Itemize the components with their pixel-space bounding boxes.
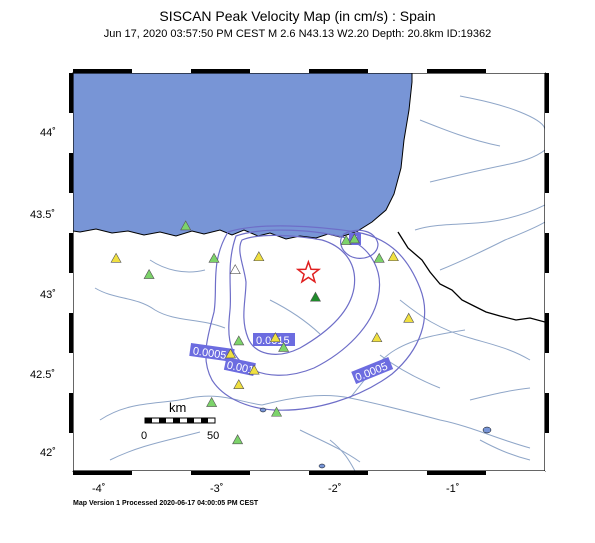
lake [318,463,326,469]
station-layer [110,220,415,445]
frame-tick [545,113,549,153]
lon-tick-label: -2˚ [328,483,341,495]
frame-tick [250,69,309,73]
station-marker [110,252,122,263]
frame-tick [73,471,132,475]
frame-tick [545,433,549,471]
frame-tick [486,69,545,73]
epicenter-star-icon [295,259,322,284]
station-marker [206,396,218,407]
frame-ticks [69,69,549,475]
velocity-contours [205,225,426,411]
station-marker [271,406,283,417]
station-marker [180,220,192,231]
station-marker [208,252,220,263]
scale-end-label: 50 [207,430,219,442]
lon-tick-label: -1˚ [446,483,459,495]
station-marker [143,268,155,279]
frame-tick [69,153,73,193]
lon-tick-label: -3˚ [210,483,223,495]
lat-tick-label: 43˚ [40,289,56,301]
frame-tick [545,73,549,113]
map-title: SISCAN Peak Velocity Map (in cm/s) : Spa… [159,8,436,24]
lon-tick-label: -4˚ [92,483,105,495]
lat-tick-label: 44˚ [40,127,56,139]
frame-tick [69,113,73,153]
frame-tick [69,393,73,433]
frame-tick [368,471,427,475]
frame-tick [545,393,549,433]
frame-tick [73,69,132,73]
peak-velocity-map: 0.0015 0.0005 0.001 0.0005 5 -4˚ -3˚ -2˚… [30,69,549,495]
frame-tick [545,273,549,313]
lake [482,426,492,434]
lat-tick-label: 43.5˚ [30,209,55,221]
frame-tick [427,471,486,475]
frame-tick [132,69,191,73]
station-marker [403,312,415,323]
frame-tick [545,233,549,273]
frame-tick [69,353,73,393]
frame-tick [191,471,250,475]
scale-start-label: 0 [141,430,147,442]
lat-tick-label: 42˚ [40,447,56,459]
frame-tick [309,69,368,73]
frame-tick [545,313,549,353]
frame-tick [545,153,549,193]
processing-info: Map Version 1 Processed 2020-06-17 04:00… [73,500,259,507]
contour-label: 0.001 [226,359,255,376]
station-marker [309,291,321,302]
station-marker [233,335,245,346]
frame-tick [191,69,250,73]
event-info: Jun 17, 2020 03:57:50 PM CEST M 2.6 N43.… [103,28,492,40]
station-marker [233,379,245,390]
station-marker [253,251,265,262]
frame-tick [132,471,191,475]
frame-tick [69,193,73,233]
frame-tick [250,471,309,475]
frame-tick [309,471,368,475]
border-line [397,231,545,323]
frame-tick [545,193,549,233]
station-marker [278,341,290,352]
station-marker [373,252,385,263]
station-marker [340,234,352,245]
scale-unit: km [169,400,186,415]
station-marker [229,264,241,275]
frame-tick [427,69,486,73]
station-marker [248,364,260,375]
station-marker [371,332,383,343]
station-marker [269,332,281,343]
epicenter-layer [295,259,322,284]
contour-label: 0.0005 [192,345,227,362]
frame-tick [486,471,545,475]
station-marker [225,348,237,359]
station-marker [387,251,399,262]
frame-tick [69,313,73,353]
frame-tick [69,233,73,273]
station-marker [232,434,244,445]
frame-tick [69,73,73,113]
frame-tick [69,433,73,471]
frame-tick [368,69,427,73]
frame-tick [69,273,73,313]
station-marker [348,233,360,244]
frame-tick [545,353,549,393]
river-network [94,95,545,471]
lat-tick-label: 42.5˚ [30,369,55,381]
lake [259,407,267,413]
scale-bar: km 0 50 [141,400,219,442]
sea-area [73,73,413,240]
